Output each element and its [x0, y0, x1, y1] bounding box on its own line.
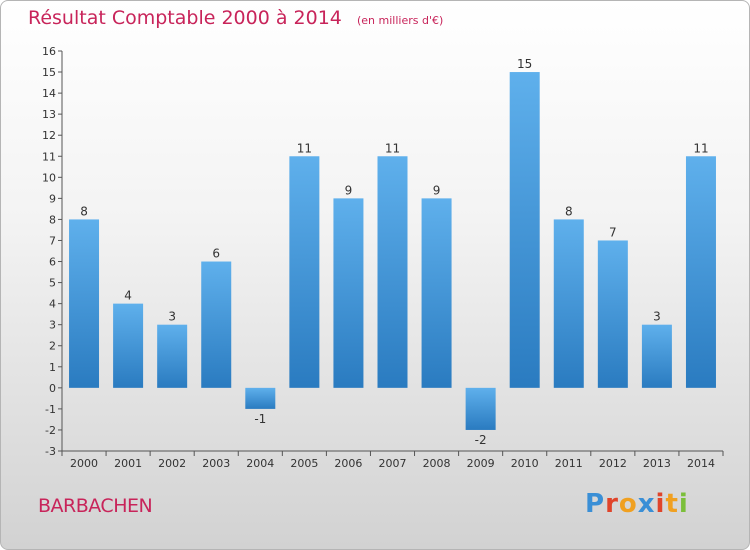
data-label: 11	[693, 141, 708, 155]
x-tick-label: 2004	[246, 457, 274, 470]
x-tick-label: 2003	[202, 457, 230, 470]
x-tick-label: 2001	[114, 457, 142, 470]
bar	[113, 303, 144, 388]
logo-letter: t	[665, 489, 679, 519]
y-tick-label: -3	[45, 445, 56, 458]
x-tick-label: 2013	[643, 457, 671, 470]
x-tick-label: 2007	[379, 457, 407, 470]
y-tick-label: 2	[49, 340, 56, 353]
x-tick-label: 2000	[70, 457, 98, 470]
y-tick-label: 13	[42, 108, 56, 121]
y-tick-label: 3	[49, 319, 56, 332]
y-tick-label: 5	[49, 277, 56, 290]
data-labels: 8 4 3 6 -1 11 9 11 9 -2 15 8 7 3 11	[80, 57, 708, 447]
logo-letter: i	[678, 489, 689, 519]
bar	[465, 387, 496, 430]
x-tick-label: 2002	[158, 457, 186, 470]
data-label: 11	[385, 141, 400, 155]
data-label: 6	[212, 247, 220, 261]
y-tick-label: 15	[42, 66, 56, 79]
bar	[553, 219, 584, 388]
y-tick-label: 0	[49, 382, 56, 395]
data-label: 3	[168, 310, 176, 324]
x-tick-label: 2008	[423, 457, 451, 470]
y-tick-label: -2	[45, 424, 56, 437]
bar	[333, 198, 364, 388]
data-label: 3	[653, 310, 661, 324]
bar	[377, 156, 408, 388]
bar	[685, 156, 716, 388]
logo-letter: i	[655, 489, 666, 519]
bar	[509, 72, 540, 388]
data-label: 9	[345, 183, 353, 197]
logo-letter: x	[637, 489, 656, 519]
chart-title-row: Résultat Comptable 2000 à 2014 (en milli…	[28, 7, 443, 29]
x-tick-label: 2005	[290, 457, 318, 470]
x-tick-label: 2014	[687, 457, 715, 470]
bar	[641, 324, 672, 388]
x-tick-label: 2009	[467, 457, 495, 470]
y-tick-label: 9	[49, 192, 56, 205]
y-tick-label: 11	[42, 150, 56, 163]
data-label: 7	[609, 225, 617, 239]
y-tick-label: 4	[49, 298, 56, 311]
y-tick-label: 14	[42, 87, 56, 100]
bar	[157, 324, 188, 388]
y-tick-label: 8	[49, 213, 56, 226]
y-tick-label: -1	[45, 403, 56, 416]
y-tick-label: 10	[42, 171, 56, 184]
y-tick-label: 12	[42, 129, 56, 142]
x-tick-label: 2011	[555, 457, 583, 470]
x-tick-label: 2010	[511, 457, 539, 470]
chart-unit: (en milliers d'€)	[356, 14, 444, 27]
data-label: 8	[565, 204, 573, 218]
logo-letter: o	[618, 489, 638, 519]
y-tick-label: 16	[42, 45, 56, 58]
data-label: -1	[254, 412, 266, 426]
chart-title: Résultat Comptable 2000 à 2014	[28, 7, 342, 29]
data-label: 4	[124, 289, 132, 303]
bars	[69, 72, 716, 430]
data-label: 15	[517, 57, 532, 71]
logo-letter: r	[605, 489, 619, 519]
logo-letter: P	[585, 489, 606, 519]
y-tick-label: 6	[49, 256, 56, 269]
bar	[69, 219, 100, 388]
x-tick-label: 2006	[334, 457, 362, 470]
y-tick-label: 1	[49, 361, 56, 374]
bar	[201, 261, 232, 388]
bar	[597, 240, 628, 388]
x-tick-label: 2012	[599, 457, 627, 470]
data-label: 11	[297, 141, 312, 155]
y-tick-label: 7	[49, 234, 56, 247]
bar	[421, 198, 452, 388]
bar	[245, 387, 276, 409]
data-label: -2	[475, 433, 487, 447]
bar	[289, 156, 320, 388]
proxiti-logo[interactable]: Proxiti	[585, 489, 689, 519]
commune-name: BARBACHEN	[38, 495, 153, 517]
data-label: 9	[433, 183, 441, 197]
data-label: 8	[80, 204, 88, 218]
